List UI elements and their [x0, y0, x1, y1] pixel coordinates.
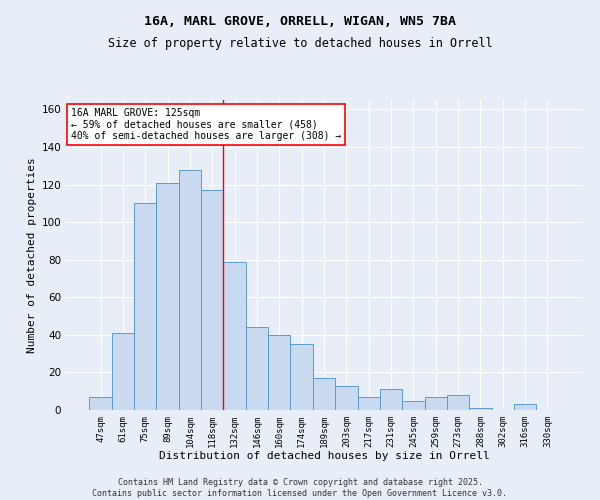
Text: Contains HM Land Registry data © Crown copyright and database right 2025.
Contai: Contains HM Land Registry data © Crown c…	[92, 478, 508, 498]
Bar	[179, 170, 201, 410]
Bar	[335, 386, 358, 410]
Bar	[425, 397, 447, 410]
Bar	[134, 204, 157, 410]
Bar	[358, 397, 380, 410]
Bar	[201, 190, 223, 410]
Bar	[469, 408, 491, 410]
Bar	[112, 333, 134, 410]
Bar	[290, 344, 313, 410]
Bar	[402, 400, 425, 410]
Bar	[268, 335, 290, 410]
Text: Size of property relative to detached houses in Orrell: Size of property relative to detached ho…	[107, 38, 493, 51]
X-axis label: Distribution of detached houses by size in Orrell: Distribution of detached houses by size …	[158, 452, 490, 462]
Text: 16A MARL GROVE: 125sqm
← 59% of detached houses are smaller (458)
40% of semi-de: 16A MARL GROVE: 125sqm ← 59% of detached…	[71, 108, 341, 141]
Y-axis label: Number of detached properties: Number of detached properties	[27, 157, 37, 353]
Bar	[313, 378, 335, 410]
Bar	[246, 328, 268, 410]
Bar	[447, 395, 469, 410]
Bar	[157, 182, 179, 410]
Bar	[223, 262, 246, 410]
Bar	[89, 397, 112, 410]
Text: 16A, MARL GROVE, ORRELL, WIGAN, WN5 7BA: 16A, MARL GROVE, ORRELL, WIGAN, WN5 7BA	[144, 15, 456, 28]
Bar	[380, 390, 402, 410]
Bar	[514, 404, 536, 410]
